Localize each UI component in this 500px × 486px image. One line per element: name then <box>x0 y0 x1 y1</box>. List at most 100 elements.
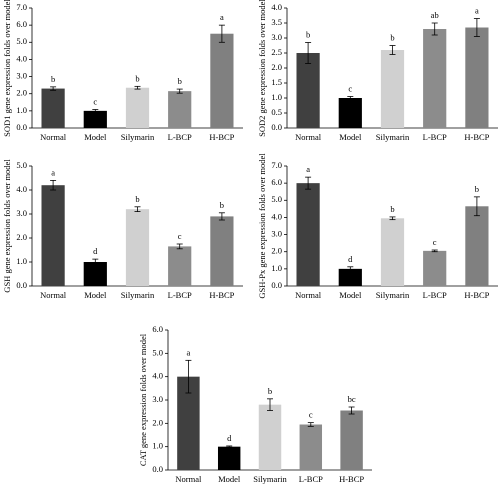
significance-letter: d <box>93 246 98 256</box>
y-tick-label: 1.0 <box>152 441 163 451</box>
y-tick-label: 2.5 <box>271 47 282 57</box>
significance-letter: c <box>348 83 352 93</box>
y-axis-label: SOD2 gene expression folds over model <box>257 0 267 137</box>
y-axis-label: CAT gene expression folds over model <box>138 333 148 466</box>
y-tick-label: 0.0 <box>271 122 282 132</box>
bar <box>217 446 241 470</box>
bar <box>465 206 489 286</box>
y-tick-label: 5.0 <box>16 160 27 170</box>
significance-letter: b <box>51 74 55 84</box>
y-tick-label: 6.0 <box>152 324 163 334</box>
y-tick-label: 0.0 <box>16 122 27 132</box>
bar <box>380 50 405 128</box>
bar <box>125 87 150 128</box>
y-tick-label: 6.0 <box>16 19 27 29</box>
y-tick-label: 2.0 <box>16 232 27 242</box>
y-tick-label: 5.0 <box>152 347 163 357</box>
x-tick-label: Normal <box>40 290 67 300</box>
bar <box>338 98 362 128</box>
x-tick-label: L-BCP <box>299 474 323 484</box>
x-tick-label: Model <box>339 132 362 142</box>
bar <box>296 53 320 128</box>
bar <box>258 404 282 470</box>
y-tick-label: 3.0 <box>271 229 282 239</box>
bar <box>125 209 150 286</box>
y-tick-label: 6.0 <box>271 177 282 187</box>
y-tick-label: 3.0 <box>271 32 282 42</box>
x-tick-label: Normal <box>295 290 322 300</box>
y-tick-label: 1.0 <box>271 263 282 273</box>
significance-letter: a <box>306 164 310 174</box>
significance-letter: b <box>178 76 182 86</box>
significance-letter: a <box>187 347 191 357</box>
x-tick-label: Silymarin <box>253 474 287 484</box>
x-tick-label: Normal <box>40 132 67 142</box>
bar <box>465 27 489 128</box>
bar <box>168 91 192 128</box>
bar <box>299 424 323 470</box>
y-tick-label: 0.0 <box>16 280 27 290</box>
bar <box>177 376 200 470</box>
significance-letter: b <box>135 194 139 204</box>
bar <box>340 410 363 470</box>
bar <box>41 88 65 128</box>
significance-letter: a <box>51 167 55 177</box>
y-tick-label: 0.0 <box>152 464 163 474</box>
y-tick-label: 2.0 <box>271 62 282 72</box>
x-tick-label: Normal <box>295 132 322 142</box>
x-tick-label: Model <box>84 132 107 142</box>
x-tick-label: Normal <box>175 474 202 484</box>
significance-letter: a <box>220 12 224 22</box>
y-tick-label: 4.0 <box>152 371 163 381</box>
y-tick-label: 2.0 <box>16 88 27 98</box>
y-tick-label: 5.0 <box>16 36 27 46</box>
y-tick-label: 0.0 <box>271 280 282 290</box>
bar <box>41 185 65 286</box>
bar <box>338 268 362 286</box>
x-tick-label: H-BCP <box>339 474 364 484</box>
x-tick-label: L-BCP <box>423 132 447 142</box>
x-tick-label: Silymarin <box>121 132 155 142</box>
y-tick-label: 3.0 <box>16 208 27 218</box>
significance-letter: b <box>220 200 224 210</box>
x-tick-label: Model <box>84 290 107 300</box>
significance-letter: bc <box>348 394 356 404</box>
x-tick-label: Silymarin <box>376 290 410 300</box>
y-tick-label: 3.5 <box>271 17 282 27</box>
y-tick-label: 5.0 <box>271 194 282 204</box>
y-tick-label: 7.0 <box>271 160 282 170</box>
significance-letter: ab <box>431 10 439 20</box>
y-tick-label: 4.0 <box>16 184 27 194</box>
bar <box>296 183 320 286</box>
x-tick-label: Silymarin <box>376 132 410 142</box>
y-axis-label: SOD1 gene expression folds over model <box>2 0 12 137</box>
bar <box>83 262 107 286</box>
significance-letter: c <box>93 96 97 106</box>
x-tick-label: H-BCP <box>464 132 489 142</box>
x-tick-label: Model <box>339 290 362 300</box>
bar <box>380 218 405 286</box>
y-tick-label: 4.0 <box>271 2 282 12</box>
x-tick-label: L-BCP <box>423 290 447 300</box>
significance-letter: c <box>433 237 437 247</box>
y-tick-label: 4.0 <box>16 53 27 63</box>
y-tick-label: 3.0 <box>152 394 163 404</box>
y-axis-label: GSH-Px gene expression folds over model <box>257 153 267 299</box>
x-tick-label: Model <box>218 474 241 484</box>
significance-letter: a <box>475 5 479 15</box>
y-tick-label: 4.0 <box>271 211 282 221</box>
bar <box>423 250 447 286</box>
y-tick-label: 1.0 <box>16 105 27 115</box>
significance-letter: b <box>306 29 310 39</box>
y-tick-label: 2.0 <box>152 417 163 427</box>
bar <box>210 216 234 286</box>
y-tick-label: 1.5 <box>271 77 282 87</box>
y-tick-label: 7.0 <box>16 2 27 12</box>
significance-letter: b <box>135 73 139 83</box>
significance-letter: c <box>309 410 313 420</box>
x-tick-label: L-BCP <box>168 132 192 142</box>
bar <box>210 33 234 128</box>
x-tick-label: H-BCP <box>464 290 489 300</box>
